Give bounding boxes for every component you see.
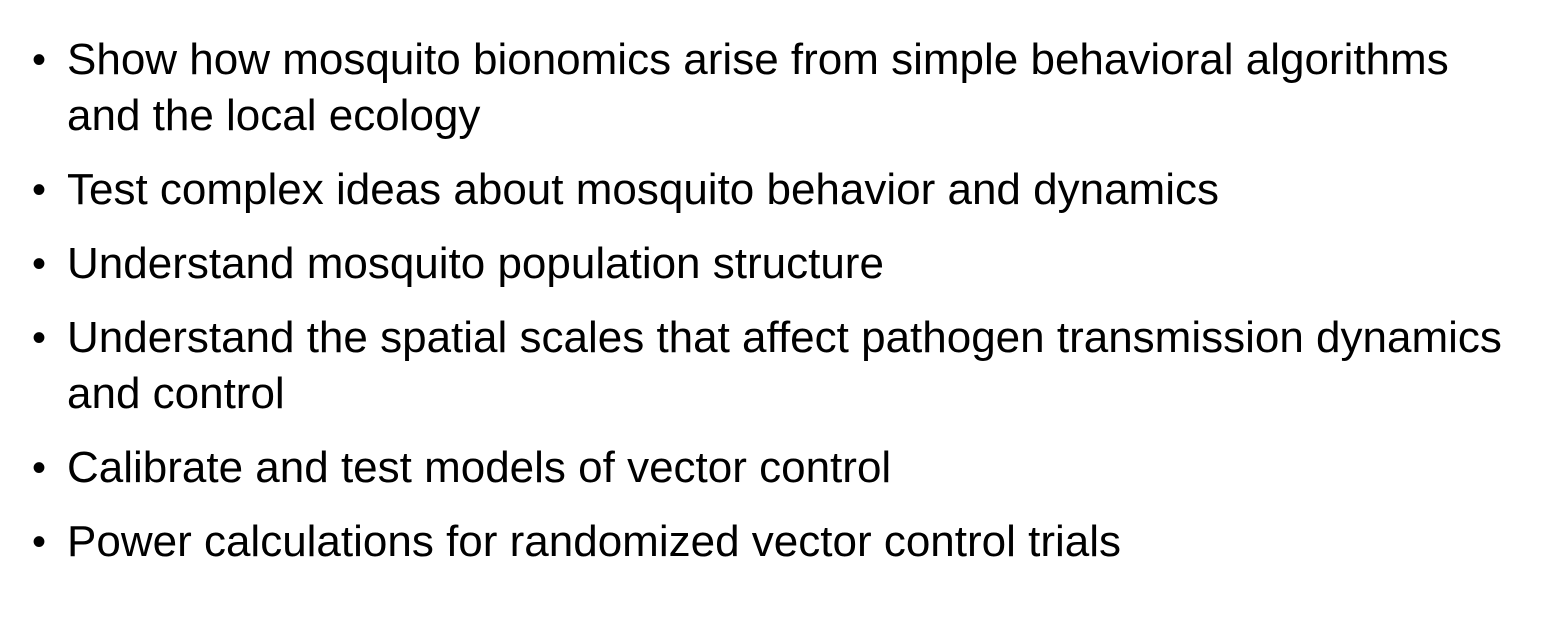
bullet-marker: • bbox=[32, 242, 47, 286]
bullet-marker: • bbox=[32, 446, 47, 490]
bullet-text: Understand the spatial scales that affec… bbox=[67, 313, 1502, 418]
bullet-text: Power calculations for randomized vector… bbox=[67, 517, 1122, 566]
bullet-item-calibrate-models: • Calibrate and test models of vector co… bbox=[32, 440, 1522, 496]
bullet-marker: • bbox=[32, 316, 47, 360]
bullet-marker: • bbox=[32, 38, 47, 82]
bullet-text: Calibrate and test models of vector cont… bbox=[67, 443, 892, 492]
bullet-item-spatial-scales: • Understand the spatial scales that aff… bbox=[32, 310, 1522, 422]
bullet-marker: • bbox=[32, 520, 47, 564]
bullet-list: • Show how mosquito bionomics arise from… bbox=[32, 32, 1522, 588]
bullet-marker: • bbox=[32, 168, 47, 212]
bullet-text: Test complex ideas about mosquito behavi… bbox=[67, 165, 1219, 214]
bullet-item-bionomics: • Show how mosquito bionomics arise from… bbox=[32, 32, 1522, 144]
bullet-item-test-ideas: • Test complex ideas about mosquito beha… bbox=[32, 162, 1522, 218]
bullet-text: Show how mosquito bionomics arise from s… bbox=[67, 35, 1449, 140]
bullet-text: Understand mosquito population structure bbox=[67, 239, 884, 288]
bullet-item-population-structure: • Understand mosquito population structu… bbox=[32, 236, 1522, 292]
bullet-item-power-calculations: • Power calculations for randomized vect… bbox=[32, 514, 1522, 570]
